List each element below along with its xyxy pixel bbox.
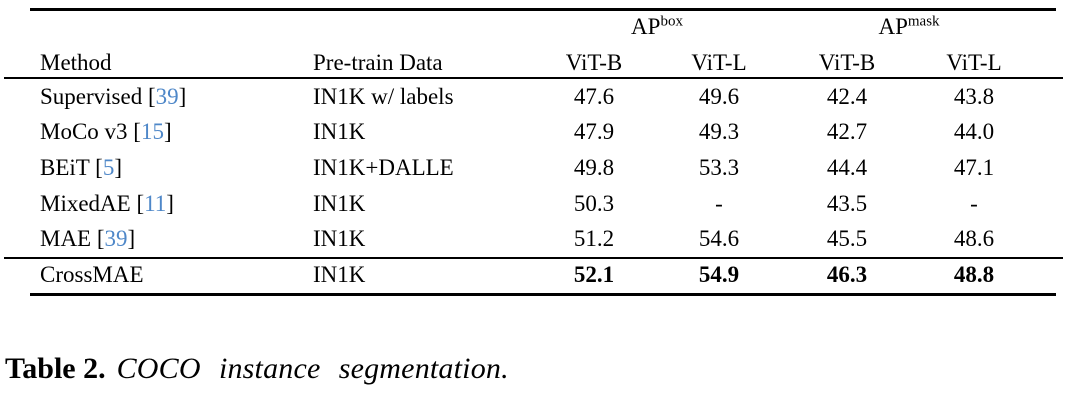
value-cell: 54.6 xyxy=(698,226,740,252)
method-cell: MixedAE [11] xyxy=(40,190,174,216)
value-cell: 48.8 xyxy=(953,261,995,287)
value-cell: 53.3 xyxy=(698,154,740,180)
value-cell: 48.6 xyxy=(953,226,995,252)
value-cell: 42.4 xyxy=(826,83,868,109)
column-header-vitb-box: ViT-B xyxy=(565,49,623,75)
table-row: CrossMAE IN1K 52.1 54.9 46.3 48.8 xyxy=(4,257,1063,293)
value-cell: 52.1 xyxy=(573,261,615,287)
column-header-row: Method Pre-train Data ViT-B ViT-L ViT-B … xyxy=(4,46,1063,79)
value-cell: 49.8 xyxy=(573,154,615,180)
value-cell: 44.4 xyxy=(826,154,868,180)
table-header-rule xyxy=(4,77,1063,79)
column-header-vitb-mask: ViT-B xyxy=(818,49,876,75)
citation-link[interactable]: 39 xyxy=(104,226,128,252)
method-cell: Supervised [39] xyxy=(40,83,187,109)
citation-link[interactable]: 11 xyxy=(144,190,167,216)
value-cell: - xyxy=(970,190,978,216)
value-cell: 46.3 xyxy=(826,261,868,287)
table-row: MoCo v3 [15] IN1K 47.9 49.3 42.7 44.0 xyxy=(4,115,1063,151)
pretrain-cell: IN1K xyxy=(313,261,366,287)
table-row: BEiT [5] IN1K+DALLE 49.8 53.3 44.4 47.1 xyxy=(4,150,1063,186)
column-header-vitl-mask: ViT-L xyxy=(946,49,1002,75)
value-cell: 49.3 xyxy=(698,119,740,145)
value-cell: 49.6 xyxy=(698,83,740,109)
ap-box-group-header: APbox xyxy=(532,8,782,46)
column-header-method: Method xyxy=(40,49,112,75)
ap-mask-group-header: APmask xyxy=(782,8,1063,46)
method-cell: MAE [39] xyxy=(40,226,136,252)
group-header-row: APbox APmask xyxy=(4,8,1063,46)
value-cell: 47.6 xyxy=(573,83,615,109)
caption-text: COCO instance segmentation. xyxy=(116,352,509,385)
value-cell: 54.9 xyxy=(698,261,740,287)
value-cell: 42.7 xyxy=(826,119,868,145)
table-top-rule xyxy=(30,8,1056,11)
table-body: Supervised [39] IN1K w/ labels 47.6 49.6 42.… xyxy=(4,79,1063,293)
value-cell: 47.1 xyxy=(953,154,995,180)
pretrain-cell: IN1K xyxy=(313,119,366,145)
caption-label: Table 2. xyxy=(5,352,106,385)
method-cell: BEiT [5] xyxy=(40,154,123,180)
table-row: MAE [39] IN1K 51.2 54.6 45.5 48.6 xyxy=(4,221,1063,257)
table-bottom-rule xyxy=(30,293,1056,296)
value-cell: 51.2 xyxy=(573,226,615,252)
method-cell: MoCo v3 [15] xyxy=(40,119,172,145)
column-header-pretrain: Pre-train Data xyxy=(313,49,443,75)
value-cell: 47.9 xyxy=(573,119,615,145)
value-cell: 45.5 xyxy=(826,226,868,252)
pretrain-cell: IN1K xyxy=(313,226,366,252)
value-cell: 44.0 xyxy=(953,119,995,145)
table-row: MixedAE [11] IN1K 50.3 - 43.5 - xyxy=(4,186,1063,222)
value-cell: - xyxy=(715,190,723,216)
corner-spacer xyxy=(4,8,532,46)
pretrain-cell: IN1K w/ labels xyxy=(313,83,454,109)
citation-link[interactable]: 15 xyxy=(140,119,164,145)
ap-box-label: AP xyxy=(631,14,661,39)
table-caption: Table 2. COCO instance segmentation. xyxy=(5,352,509,386)
value-cell: 43.5 xyxy=(826,190,868,216)
citation-link[interactable]: 5 xyxy=(102,154,115,180)
ap-mask-label: AP xyxy=(878,14,908,39)
pretrain-cell: IN1K xyxy=(313,190,366,216)
table-midrule xyxy=(4,257,1063,259)
method-cell: CrossMAE xyxy=(40,261,144,287)
pretrain-cell: IN1K+DALLE xyxy=(313,154,454,180)
value-cell: 50.3 xyxy=(573,190,615,216)
table-row: Supervised [39] IN1K w/ labels 47.6 49.6 42.… xyxy=(4,79,1063,115)
column-header-vitl-box: ViT-L xyxy=(691,49,747,75)
ap-mask-superscript: mask xyxy=(907,13,940,30)
citation-link[interactable]: 39 xyxy=(155,83,179,109)
results-table: APbox APmask Method Pre-train Data ViT-B… xyxy=(4,8,1063,293)
ap-box-superscript: box xyxy=(660,13,683,30)
value-cell: 43.8 xyxy=(953,83,995,109)
